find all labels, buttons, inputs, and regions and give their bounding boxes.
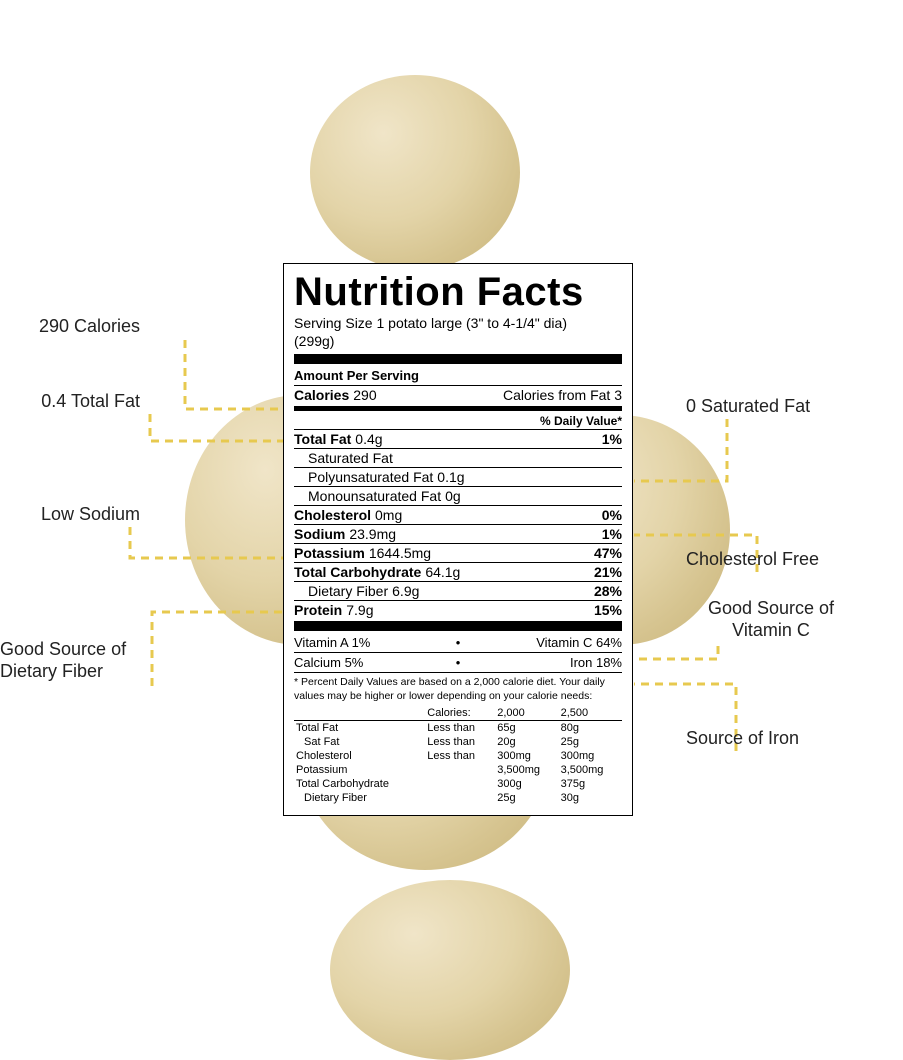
callout-vitamin-c: Good Source ofVitamin C bbox=[686, 598, 856, 641]
row-cholesterol: Cholesterol 0mg 0% bbox=[294, 506, 622, 524]
reference-table: Calories: 2,000 2,500 Total FatLess than… bbox=[294, 706, 622, 805]
row-poly-fat: Polyunsaturated Fat 0.1g bbox=[294, 468, 622, 486]
amount-per-serving-label: Amount Per Serving bbox=[294, 366, 622, 385]
footnote: * Percent Daily Values are based on a 2,… bbox=[294, 673, 622, 705]
row-saturated-fat: Saturated Fat bbox=[294, 449, 622, 467]
row-total-carb: Total Carbohydrate 64.1g 21% bbox=[294, 563, 622, 581]
vitamins-row-2: Calcium 5% • Iron 18% bbox=[294, 653, 622, 672]
daily-value-header: % Daily Value* bbox=[294, 413, 622, 429]
potato-shape bbox=[310, 75, 520, 270]
vitamins-row-1: Vitamin A 1% • Vitamin C 64% bbox=[294, 633, 622, 652]
panel-title: Nutrition Facts bbox=[294, 272, 622, 312]
row-fiber: Dietary Fiber 6.9g 28% bbox=[294, 582, 622, 600]
callout-total-fat: 0.4 Total Fat bbox=[41, 391, 140, 413]
nutrition-facts-panel: Nutrition Facts Serving Size 1 potato la… bbox=[283, 263, 633, 816]
potato-shape bbox=[330, 880, 570, 1060]
row-potassium: Potassium 1644.5mg 47% bbox=[294, 544, 622, 562]
serving-size: Serving Size 1 potato large (3" to 4-1/4… bbox=[294, 314, 622, 350]
row-protein: Protein 7.9g 15% bbox=[294, 601, 622, 619]
callout-cholesterol: Cholesterol Free bbox=[686, 549, 819, 571]
row-sodium: Sodium 23.9mg 1% bbox=[294, 525, 622, 543]
row-total-fat: Total Fat 0.4g 1% bbox=[294, 430, 622, 448]
calories-row: Calories 290 Calories from Fat 3 bbox=[294, 386, 622, 404]
callout-calories: 290 Calories bbox=[39, 316, 140, 338]
callout-sat-fat: 0 Saturated Fat bbox=[686, 396, 810, 418]
callout-low-sodium: Low Sodium bbox=[41, 504, 140, 526]
callout-iron: Source of Iron bbox=[686, 728, 799, 750]
callout-fiber: Good Source ofDietary Fiber bbox=[0, 639, 170, 682]
row-mono-fat: Monounsaturated Fat 0g bbox=[294, 487, 622, 505]
